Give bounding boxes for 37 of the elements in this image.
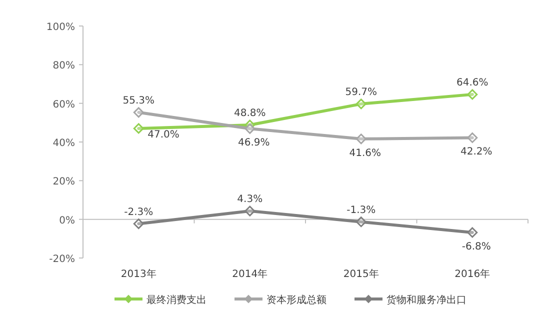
- point: [133, 218, 144, 230]
- point: [467, 227, 478, 238]
- x-tick-label: 2013年: [120, 268, 156, 280]
- y-tick-label: 20%: [52, 176, 75, 188]
- legend-label: 资本形成总额: [266, 294, 326, 306]
- legend-label: 货物和服务净出口: [386, 294, 466, 306]
- data-label: 47.0%: [148, 129, 180, 140]
- data-label: 46.9%: [238, 138, 270, 149]
- point: [133, 123, 144, 134]
- data-label: -1.3%: [346, 204, 376, 216]
- data-label: -2.3%: [124, 206, 154, 218]
- y-tick-label: 80%: [52, 60, 75, 72]
- data-label: -6.8%: [462, 241, 491, 252]
- point: [356, 98, 366, 110]
- data-label: 64.6%: [456, 77, 488, 88]
- data-label: 48.8%: [234, 108, 266, 119]
- data-label: 4.3%: [237, 194, 263, 206]
- y-tick-label: 0%: [59, 215, 75, 226]
- data-label: 59.7%: [345, 86, 378, 98]
- x-tick-label: 2016年: [454, 268, 490, 280]
- y-tick-label: 60%: [52, 99, 75, 110]
- data-label: 41.6%: [349, 148, 382, 159]
- point: [467, 89, 478, 100]
- legend-label: 最终消费支出: [146, 294, 206, 306]
- data-label: 55.3%: [122, 95, 155, 106]
- point: [356, 216, 366, 228]
- point: [356, 134, 366, 144]
- y-tick-label: 100%: [46, 22, 75, 33]
- point: [244, 206, 256, 216]
- y-tick-label: -20%: [49, 254, 75, 265]
- point: [133, 107, 144, 118]
- point: [244, 123, 256, 134]
- x-tick-label: 2015年: [343, 268, 379, 280]
- y-tick-label: 40%: [52, 138, 75, 149]
- point: [467, 132, 478, 143]
- x-tick-label: 2014年: [232, 268, 268, 280]
- data-label: 42.2%: [460, 146, 492, 158]
